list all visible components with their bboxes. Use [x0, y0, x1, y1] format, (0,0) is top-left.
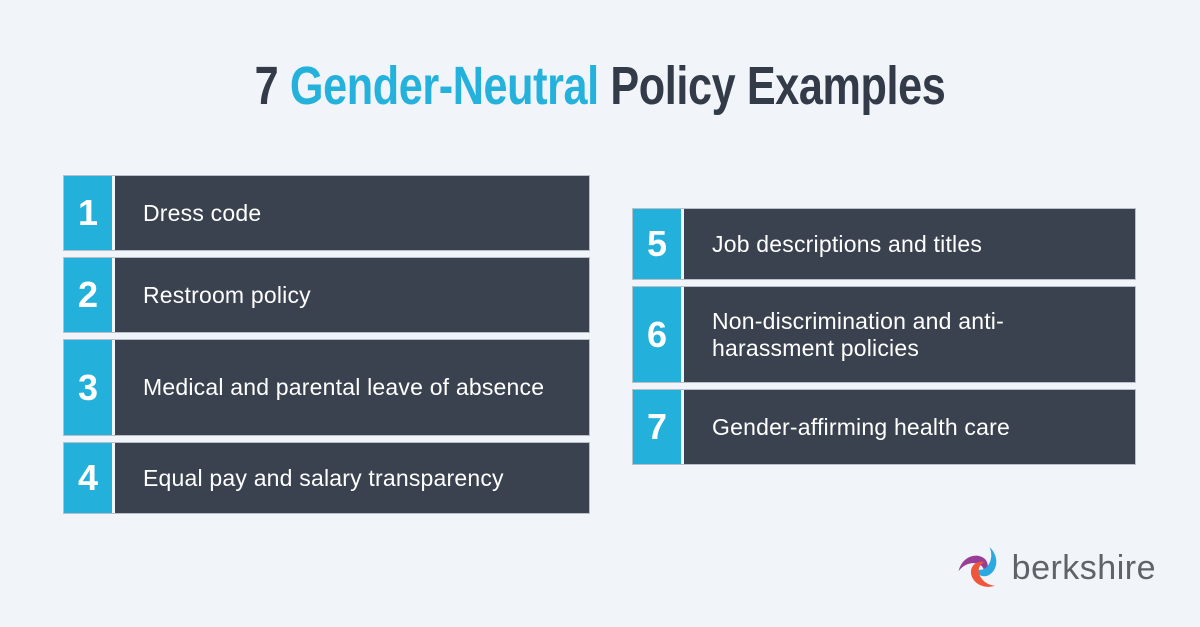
item-label: Medical and parental leave of absence: [115, 340, 589, 435]
title-prefix: 7: [254, 56, 279, 116]
item-label-text: Job descriptions and titles: [712, 230, 983, 257]
item-label-text: Non-discrimination and anti-harassment p…: [712, 307, 1004, 361]
item-label: Equal pay and salary transparency: [115, 443, 589, 513]
item-number-badge: 3: [64, 340, 112, 435]
item-label-text: Gender-affirming health care: [712, 413, 1010, 440]
item-label-text: Dress code: [143, 199, 262, 226]
item-number-badge: 1: [64, 176, 112, 250]
title-suffix: Policy Examples: [610, 56, 946, 116]
item-label: Non-discrimination and anti-harassment p…: [684, 287, 1135, 382]
item-number-badge: 6: [633, 287, 681, 382]
item-number-badge: 7: [633, 390, 681, 464]
title-highlight: Gender-Neutral: [289, 56, 599, 116]
list-item-equal-pay: 4 Equal pay and salary transparency: [63, 442, 590, 514]
list-item-non-discrimination: 6 Non-discrimination and anti-harassment…: [632, 286, 1136, 383]
policy-list-left: 1 Dress code 2 Restroom policy 3 Medical…: [63, 175, 590, 514]
item-number-badge: 5: [633, 209, 681, 279]
item-number-badge: 4: [64, 443, 112, 513]
item-label: Dress code: [115, 176, 589, 250]
list-item-job-descriptions: 5 Job descriptions and titles: [632, 208, 1136, 280]
list-item-gender-affirming-care: 7 Gender-affirming health care: [632, 389, 1136, 465]
item-label-text: Restroom policy: [143, 281, 311, 308]
item-label: Gender-affirming health care: [684, 390, 1135, 464]
item-label: Job descriptions and titles: [684, 209, 1135, 279]
list-item-medical-parental-leave: 3 Medical and parental leave of absence: [63, 339, 590, 436]
list-item-restroom-policy: 2 Restroom policy: [63, 257, 590, 333]
berkshire-logo: berkshire: [957, 543, 1156, 593]
item-label-text: Medical and parental leave of absence: [143, 374, 545, 400]
logo-wordmark: berkshire: [1011, 548, 1156, 587]
page-title: 7 Gender-Neutral Policy Examples: [120, 59, 1080, 113]
item-label-text: Equal pay and salary transparency: [143, 464, 504, 491]
list-item-dress-code: 1 Dress code: [63, 175, 590, 251]
pinwheel-icon: [957, 544, 1005, 592]
item-label: Restroom policy: [115, 258, 589, 332]
policy-list-right: 5 Job descriptions and titles 6 Non-disc…: [632, 208, 1136, 465]
item-number-badge: 2: [64, 258, 112, 332]
